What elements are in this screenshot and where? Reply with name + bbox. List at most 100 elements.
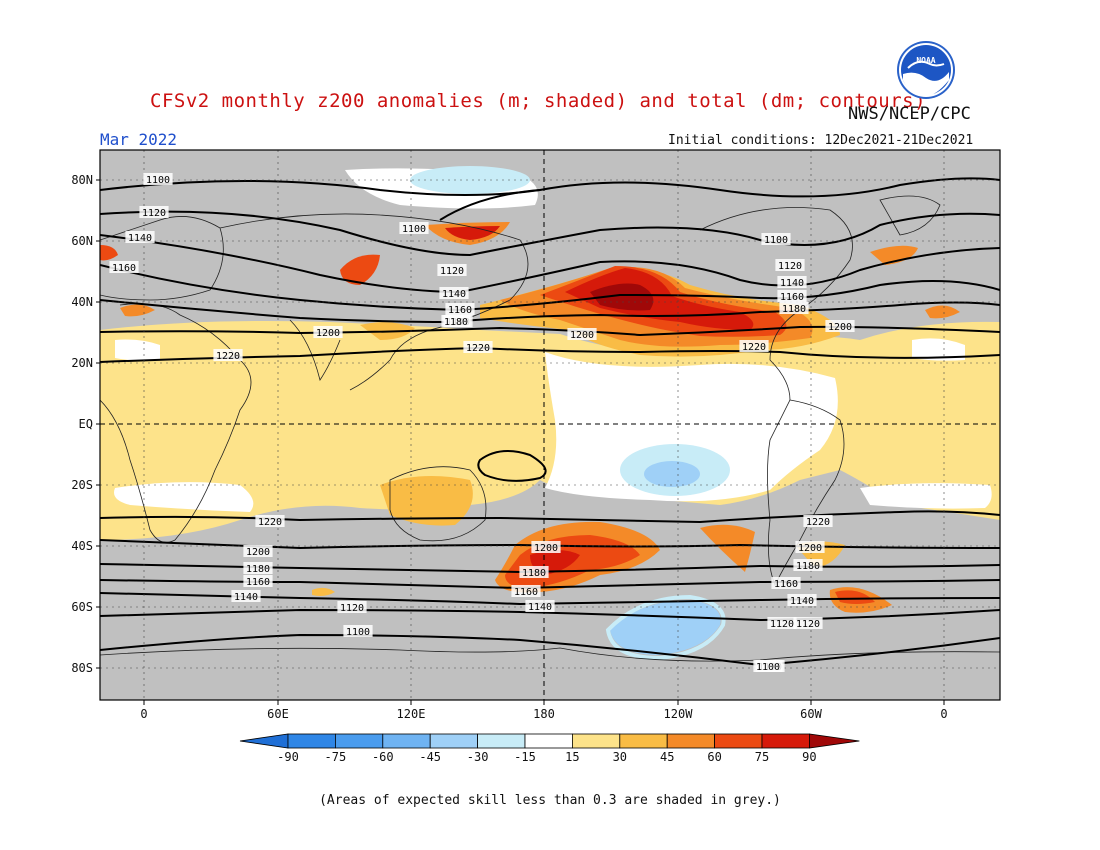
contour-label-bg — [567, 328, 597, 340]
colorbar-segment — [382, 733, 431, 749]
contour-label-bg — [343, 625, 373, 637]
contour-1160-north — [100, 264, 1000, 312]
contour-label: 1100 — [146, 175, 170, 186]
contour-label-bg — [143, 173, 173, 185]
contour-label: 1180 — [246, 564, 270, 575]
contour-1120-north — [100, 210, 1000, 257]
contour-1220-north — [100, 346, 1000, 363]
contour-1140-north — [100, 234, 1000, 294]
contour-label: 1140 — [528, 602, 552, 613]
contour-label-bg — [243, 562, 273, 574]
contour-label-bg — [775, 259, 805, 271]
anomaly-near-zero-south-indian — [114, 482, 254, 512]
anomaly-pos-southern-indian-dot — [312, 587, 335, 596]
contour-label-bg — [213, 349, 243, 361]
contour-label: 1180 — [444, 317, 468, 328]
colorbar-tick-label: 75 — [755, 750, 769, 764]
lon-label: 0 — [940, 707, 947, 721]
contour-label: 1100 — [346, 627, 370, 638]
colorbar-tick-label: 30 — [613, 750, 627, 764]
contour-label: 1220 — [466, 343, 490, 354]
colorbar-segment — [524, 733, 573, 749]
map-frame — [99, 149, 1001, 701]
contour-label: 1120 — [340, 603, 364, 614]
contour-label: 1140 — [780, 278, 804, 289]
lat-label: 20N — [71, 356, 93, 370]
contour-label: 1100 — [756, 662, 780, 673]
contour-label: 1160 — [514, 587, 538, 598]
contour-label-bg — [793, 559, 823, 571]
colorbar-tick-label: -45 — [419, 750, 441, 764]
colorbar-segment — [714, 733, 763, 749]
lat-label: 20S — [71, 478, 93, 492]
contour-label: 1100 — [764, 235, 788, 246]
lat-label: EQ — [79, 417, 93, 431]
lon-label: 180 — [533, 707, 555, 721]
colorbar-segment — [477, 733, 526, 749]
contour-label: 1120 — [440, 266, 464, 277]
coastline-africa — [100, 303, 252, 543]
contour-label: 1220 — [806, 517, 830, 528]
contour-label-bg — [231, 590, 261, 602]
forecast-month: Mar 2022 — [100, 130, 178, 149]
colorbar-segment — [666, 733, 716, 749]
contour-label-bg — [439, 287, 469, 299]
colorbar-tick-label: -90 — [277, 750, 299, 764]
contour-label-bg — [511, 585, 541, 597]
contour-1220-loop — [477, 450, 547, 482]
coastline-north-america — [699, 207, 853, 401]
contour-1100-arctic-loop — [439, 189, 541, 221]
contour-label-bg — [761, 233, 791, 245]
anomaly-pos-mediterranean — [120, 304, 155, 317]
colorbar-segment — [572, 733, 621, 749]
anomaly-pos-north-pacific-core — [590, 283, 654, 311]
contour-label-bg — [519, 566, 549, 578]
contour-label: 1140 — [790, 596, 814, 607]
contour-label-bg — [337, 601, 367, 613]
lat-label: 40N — [71, 295, 93, 309]
lon-label: 120E — [397, 707, 426, 721]
contour-label-bg — [803, 515, 833, 527]
anomaly-pos-atlantic-east — [925, 305, 960, 319]
contour-label: 1120 — [778, 261, 802, 272]
contour-label-bg — [531, 541, 561, 553]
anomaly-neg-south-pacific-inner — [644, 461, 700, 487]
contour-label-bg — [777, 276, 807, 288]
contour-label: 1140 — [128, 233, 152, 244]
colorbar-tick-label: -60 — [372, 750, 394, 764]
logo-text: NOAA — [916, 56, 935, 65]
colorbar-tick-label: -75 — [325, 750, 347, 764]
contour-label-bg — [313, 326, 343, 338]
coastline-asia — [219, 213, 529, 391]
contour-label: 1160 — [246, 577, 270, 588]
anomaly-pos-south-atlantic-core — [835, 590, 875, 604]
contour-label-bg — [243, 575, 273, 587]
colorbar: -90 -75 -60 -45 -30 -15 15 30 45 60 75 90 — [239, 733, 860, 764]
contour-label-bg — [463, 341, 493, 353]
contour-label-bg — [437, 264, 467, 276]
contour-label-bg — [795, 541, 825, 553]
colorbar-tick-label: 90 — [802, 750, 816, 764]
contour-label: 1220 — [742, 342, 766, 353]
contour-label-bg — [255, 515, 285, 527]
contour-label-bg — [767, 617, 797, 629]
contour-label-group: 1100 1120 1140 1160 1180 1200 1220 1220 1200 1180… — [109, 173, 855, 673]
contour-label-bg — [243, 545, 273, 557]
contour-label: 1220 — [258, 517, 282, 528]
colorbar-segment — [429, 733, 479, 749]
chart-title: CFSv2 monthly z200 anomalies (m; shaded)… — [150, 90, 927, 112]
contour-label-bg — [777, 290, 807, 302]
anomaly-pos-arctic-pacific-core — [445, 226, 500, 240]
contour-label: 1200 — [246, 547, 270, 558]
colorbar-segment — [761, 733, 810, 749]
noaa-logo-icon: NOAA — [897, 41, 955, 99]
coastline-europe — [100, 216, 224, 301]
footnote: (Areas of expected skill less than 0.3 a… — [319, 793, 781, 808]
anomaly-pos-europe-west — [100, 245, 118, 261]
contour-label-bg — [441, 315, 471, 327]
colorbar-tick-label: 15 — [565, 750, 579, 764]
coastline-south-america — [767, 399, 845, 586]
colorbar-tick-label: 60 — [707, 750, 721, 764]
coastline-greenland — [879, 195, 941, 236]
contour-label: 1200 — [534, 543, 558, 554]
